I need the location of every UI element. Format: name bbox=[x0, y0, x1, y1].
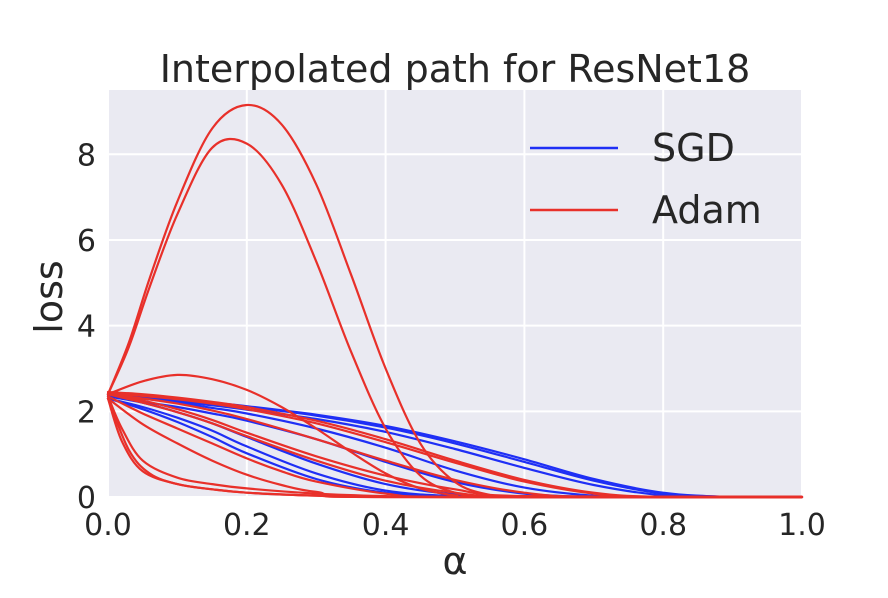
y-tick-label: 2 bbox=[77, 395, 96, 430]
series-line-adam-19 bbox=[106, 397, 804, 499]
x-tick-label: 1.0 bbox=[778, 508, 826, 543]
x-tick-label: 0.2 bbox=[223, 508, 271, 543]
y-tick-label: 0 bbox=[77, 481, 96, 516]
legend-label-sgd: SGD bbox=[652, 126, 735, 170]
legend-label-adam: Adam bbox=[652, 188, 762, 232]
chart-title: Interpolated path for ResNet18 bbox=[160, 47, 751, 91]
y-tick-label: 6 bbox=[77, 224, 96, 259]
series-layer bbox=[106, 103, 804, 499]
x-tick-label: 0.6 bbox=[501, 508, 549, 543]
x-tick-label: 0.0 bbox=[84, 508, 132, 543]
y-tick-label: 8 bbox=[77, 138, 96, 173]
x-tick-label: 0.4 bbox=[362, 508, 410, 543]
x-tick-label: 0.8 bbox=[639, 508, 687, 543]
y-axis-label: loss bbox=[27, 260, 71, 333]
plot-area bbox=[108, 90, 802, 497]
series-line-adam-20 bbox=[106, 393, 804, 499]
x-tick-labels: 0.0 0.2 0.4 0.6 0.8 1.0 bbox=[84, 508, 826, 543]
y-tick-labels: 0 2 4 6 8 bbox=[77, 138, 96, 516]
x-axis-label: α bbox=[442, 539, 467, 583]
legend: SGD Adam bbox=[530, 126, 762, 232]
y-tick-label: 4 bbox=[77, 310, 96, 345]
